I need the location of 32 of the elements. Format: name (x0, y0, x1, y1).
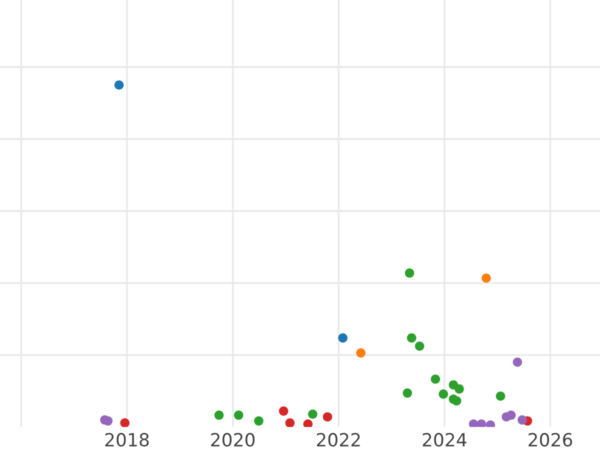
point (438, 389, 448, 399)
point (518, 415, 527, 425)
point (414, 341, 424, 351)
x-tick-label: 2024 (422, 432, 466, 447)
point (404, 268, 414, 278)
point (506, 410, 516, 420)
point (430, 374, 440, 384)
point (452, 396, 462, 406)
point (476, 419, 486, 428)
point (402, 388, 412, 398)
point (512, 357, 522, 367)
x-tick-label: 2020 (211, 432, 255, 447)
point (254, 416, 264, 426)
point (496, 391, 506, 401)
point (454, 384, 464, 394)
point (120, 418, 130, 428)
point (468, 419, 478, 428)
point (234, 410, 244, 420)
point (214, 410, 224, 420)
x-tick-label: 2022 (316, 432, 360, 447)
point (356, 348, 366, 358)
x-tick-label: 2026 (528, 432, 572, 447)
point (278, 406, 288, 416)
point (303, 419, 313, 428)
point (406, 333, 416, 343)
point (114, 80, 124, 90)
x-tick-label: 2018 (105, 432, 149, 447)
point (308, 409, 318, 419)
point (322, 412, 332, 422)
point (482, 273, 491, 283)
point (285, 418, 295, 428)
point (338, 333, 348, 343)
